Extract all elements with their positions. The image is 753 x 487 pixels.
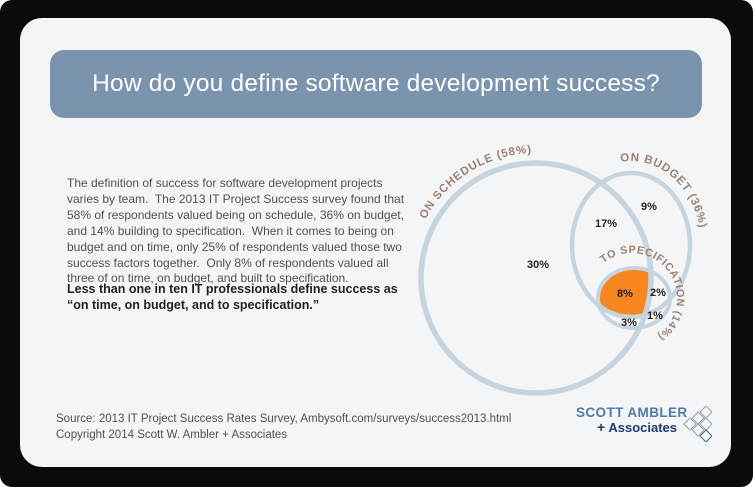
source-block: Source: 2013 IT Project Success Rates Su… [56,412,511,443]
source-line: Source: 2013 IT Project Success Rates Su… [56,413,512,425]
logo-name: SCOTT AMBLER [576,405,688,420]
schedule-circle [418,160,654,396]
region-budget-spec: 2% [650,287,666,299]
key-finding-text: Less than one in ten IT professionals de… [67,282,398,312]
logo-subtitle: + Associates [597,419,677,436]
budget-circle [569,170,693,320]
copyright-line: Copyright 2014 Scott W. Ambler + Associa… [56,428,288,441]
intro-paragraph: The definition of success for software d… [67,176,408,286]
region-schedule-spec: 3% [621,317,637,329]
region-schedule-only: 30% [527,259,549,271]
logo-diamond-icon [683,406,712,442]
page-title: How do you define software development s… [92,70,660,97]
region-all-three: 8% [617,288,633,300]
region-budget-only: 9% [641,201,657,213]
infographic-card: How do you define software development s… [20,18,731,467]
venn-diagram: 30% 17% 9% 8% 2% 1% 3% ON SCHEDULE (58%)… [418,144,708,396]
region-spec-only: 1% [647,310,663,322]
logo-wordmark: SCOTT AMBLER + Associates [576,405,688,436]
title-banner: How do you define software development s… [50,50,702,118]
region-schedule-budget: 17% [595,218,617,230]
specification-circle [596,266,672,330]
scott-ambler-logo: SCOTT AMBLER + Associates [576,405,712,442]
